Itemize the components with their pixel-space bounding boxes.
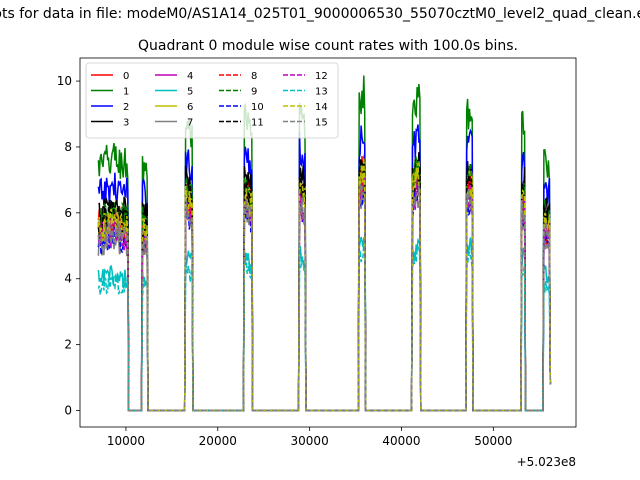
legend-label-4: 4 [187,71,193,82]
legend-label-0: 0 [123,71,129,82]
x-tick-label: 50000 [474,434,512,448]
y-tick-label: 10 [57,74,72,88]
legend-label-15: 15 [315,118,328,129]
y-axis: 0 2 4 6 8 10 [57,74,80,418]
series-line-15 [97,183,552,412]
legend-label-6: 6 [187,102,193,113]
x-axis: 10000 20000 30000 40000 50000 [107,427,512,448]
legend-label-8: 8 [251,71,257,82]
legend-label-13: 13 [315,87,328,98]
legend-label-3: 3 [123,118,129,129]
figure-suptitle: Plots for data in file: modeM0/AS1A14_02… [0,6,640,22]
x-offset-text: +5.023e8 [517,455,576,469]
legend-label-1: 1 [123,87,129,98]
legend-label-2: 2 [123,102,129,113]
axes-frame [79,57,577,428]
y-tick-label: 4 [64,272,72,286]
legend-box [85,62,339,139]
axes-title: Quadrant 0 module wise count rates with … [138,38,518,54]
x-tick-label: 40000 [382,434,420,448]
y-tick-label: 0 [64,404,72,418]
legend-label-7: 7 [187,118,193,129]
legend-label-9: 9 [251,87,257,98]
y-tick-label: 8 [64,140,72,154]
x-tick-label: 20000 [199,434,237,448]
plot-lines [97,75,552,412]
legend-label-11: 11 [251,118,264,129]
legend-label-10: 10 [251,102,264,113]
x-tick-label: 30000 [291,434,329,448]
y-tick-label: 6 [64,206,72,220]
legend-label-14: 14 [315,102,328,113]
legend-label-5: 5 [187,87,193,98]
y-tick-label: 2 [64,338,72,352]
x-tick-label: 10000 [107,434,145,448]
legend-label-12: 12 [315,71,328,82]
